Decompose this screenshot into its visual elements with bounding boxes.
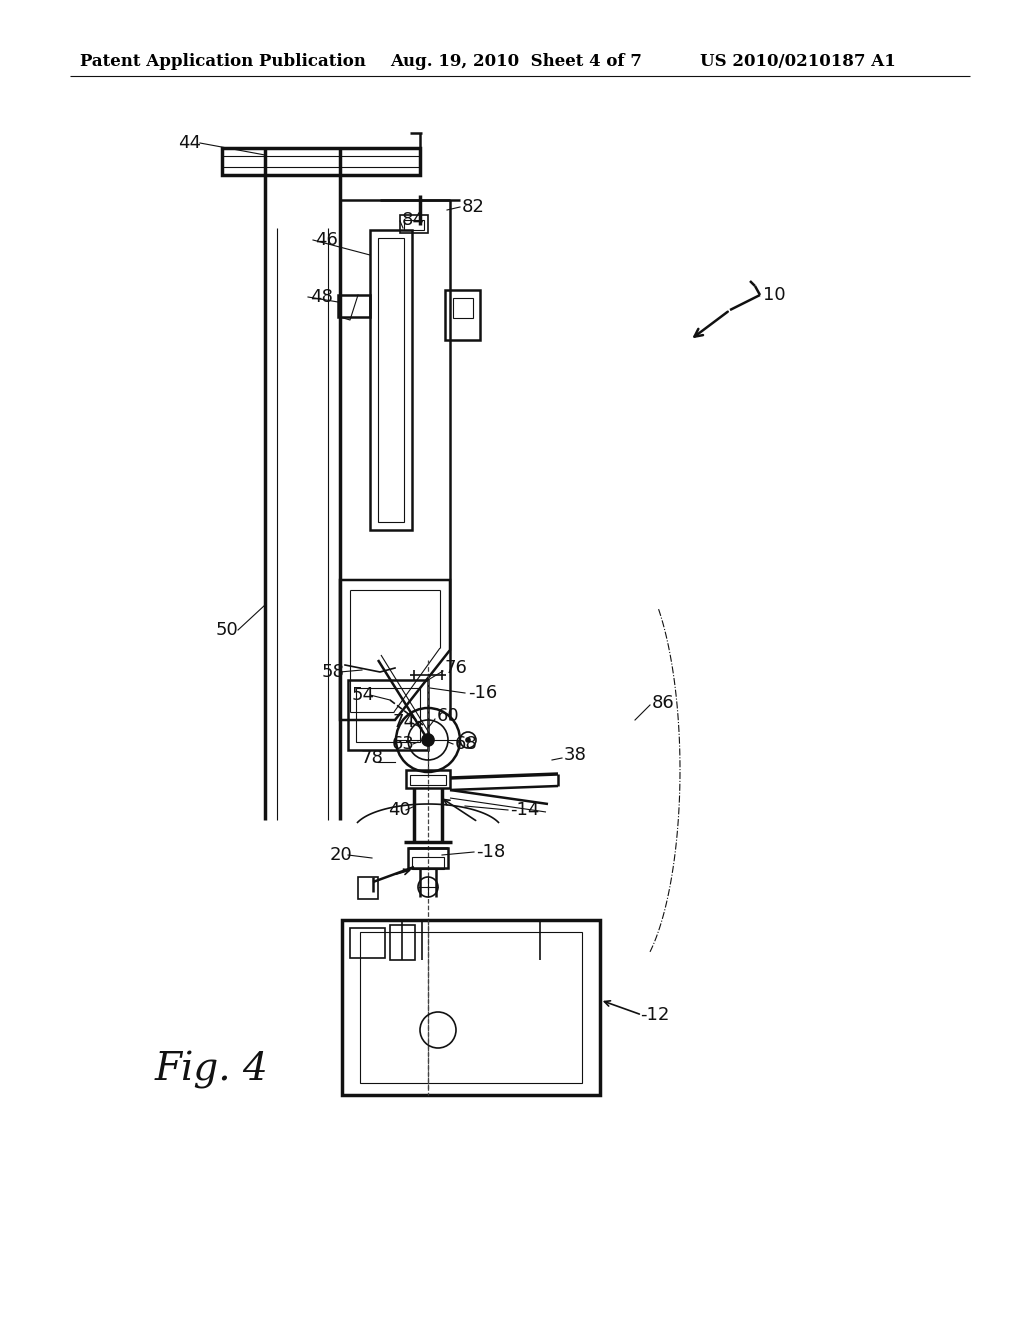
Text: Aug. 19, 2010  Sheet 4 of 7: Aug. 19, 2010 Sheet 4 of 7 xyxy=(390,54,642,70)
Text: 78: 78 xyxy=(360,748,383,767)
Bar xyxy=(370,230,412,531)
Text: 76: 76 xyxy=(445,659,468,677)
Bar xyxy=(453,298,473,318)
Text: 60: 60 xyxy=(437,708,460,725)
Text: 84: 84 xyxy=(402,211,425,228)
Text: Fig. 4: Fig. 4 xyxy=(155,1051,268,1089)
Bar xyxy=(358,876,378,899)
Circle shape xyxy=(422,734,434,746)
Text: 48: 48 xyxy=(310,288,333,306)
Text: 46: 46 xyxy=(315,231,338,249)
Text: 82: 82 xyxy=(462,198,485,216)
Text: 10: 10 xyxy=(763,286,785,304)
Text: -14: -14 xyxy=(510,801,540,818)
Text: 63: 63 xyxy=(392,735,415,752)
Bar xyxy=(338,294,370,317)
Bar xyxy=(348,680,428,750)
Text: 50: 50 xyxy=(216,620,239,639)
Bar xyxy=(390,925,415,960)
Text: 44: 44 xyxy=(178,135,201,152)
Bar xyxy=(400,215,428,234)
Bar xyxy=(406,770,450,788)
Bar xyxy=(350,928,385,958)
Text: 58: 58 xyxy=(322,663,345,681)
Text: 40: 40 xyxy=(388,801,411,818)
Text: 20: 20 xyxy=(330,846,352,865)
Text: 68: 68 xyxy=(455,735,478,752)
Text: Patent Application Publication: Patent Application Publication xyxy=(80,54,366,70)
Circle shape xyxy=(466,738,470,742)
Text: US 2010/0210187 A1: US 2010/0210187 A1 xyxy=(700,54,896,70)
Text: -16: -16 xyxy=(468,684,498,702)
Bar xyxy=(360,932,582,1082)
Text: -12: -12 xyxy=(640,1006,670,1024)
Text: 38: 38 xyxy=(564,746,587,764)
Bar xyxy=(408,847,449,869)
Bar xyxy=(378,238,404,521)
Text: 74: 74 xyxy=(392,713,415,731)
Bar xyxy=(222,148,420,176)
Bar xyxy=(404,220,424,230)
Text: 54: 54 xyxy=(352,686,375,704)
Bar xyxy=(342,920,600,1096)
Text: -18: -18 xyxy=(476,843,505,861)
Bar xyxy=(356,688,420,742)
Bar xyxy=(410,775,446,785)
Text: 86: 86 xyxy=(652,694,675,711)
Bar xyxy=(445,290,480,341)
Bar xyxy=(412,857,444,869)
